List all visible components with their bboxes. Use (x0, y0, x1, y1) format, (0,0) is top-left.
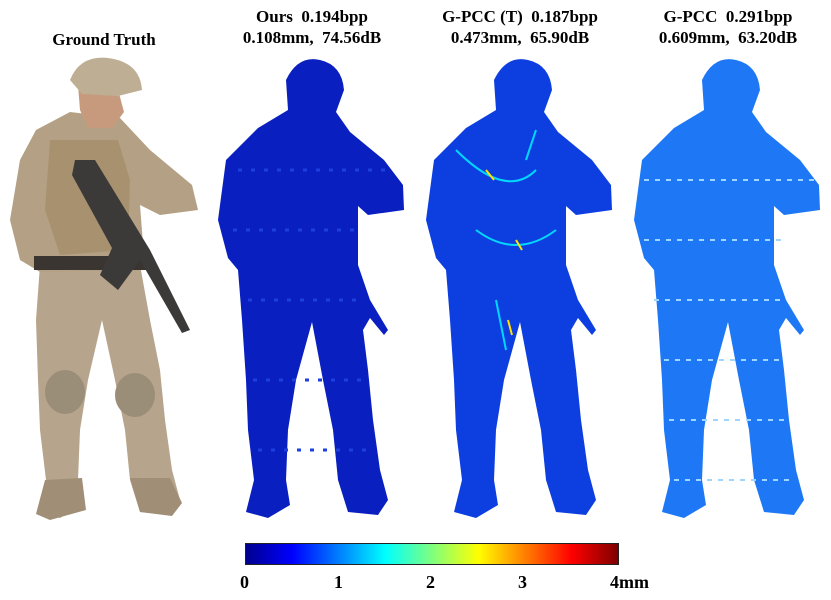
error-map-silhouette (426, 59, 612, 519)
soldier-legs (36, 262, 180, 518)
colorbar-tick: 1 (334, 572, 343, 592)
knee-pad-right (115, 373, 155, 417)
boot-left (36, 478, 86, 520)
colorbar-tick: 4mm (610, 572, 649, 592)
caption-line: G-PCC (T) 0.187bpp (442, 7, 598, 26)
caption-line: Ours 0.194bpp (256, 7, 368, 26)
caption-line: 0.473mm, 65.90dB (450, 28, 590, 47)
rifle (72, 160, 190, 333)
panel-ground-truth: Ground Truth (0, 0, 208, 535)
caption-line: Ground Truth (52, 30, 156, 49)
caption-line: 0.609mm, 63.20dB (658, 28, 798, 47)
caption-line: 0.108mm, 74.56dB (242, 28, 382, 47)
panel-ours: Ours 0.194bpp 0.108mm, 74.56dB (208, 0, 416, 535)
panel-caption: G-PCC 0.291bpp 0.609mm, 63.20dB (624, 6, 831, 48)
error-map-ours (218, 59, 404, 519)
knee-pad-left (45, 370, 85, 414)
panel-gpcc-t: G-PCC (T) 0.187bpp 0.473mm, 65.90dB (416, 0, 624, 535)
colorbar-tick: 3 (518, 572, 527, 592)
error-speckle (644, 179, 814, 481)
panel-gpcc: G-PCC 0.291bpp 0.609mm, 63.20dB (624, 0, 831, 535)
error-map-gpcc-t (426, 59, 612, 519)
error-hotspots (455, 129, 557, 351)
panel-caption: G-PCC (T) 0.187bpp 0.473mm, 65.90dB (416, 6, 624, 48)
colorbar-tick: 0 (240, 572, 249, 592)
panel-caption: Ours 0.194bpp 0.108mm, 74.56dB (208, 6, 416, 48)
error-hotspots-high (485, 169, 523, 336)
panel-caption: Ground Truth (0, 29, 208, 50)
error-map-silhouette (218, 59, 404, 519)
soldier-photo (10, 57, 198, 520)
colorbar (245, 543, 619, 565)
colorbar-tick: 2 (426, 572, 435, 592)
caption-line: G-PCC 0.291bpp (663, 7, 793, 26)
error-map-silhouette (634, 59, 820, 519)
error-map-gpcc (634, 59, 820, 519)
boot-right (130, 478, 182, 516)
error-speckle (233, 168, 388, 452)
soldier-helmet (70, 57, 142, 96)
